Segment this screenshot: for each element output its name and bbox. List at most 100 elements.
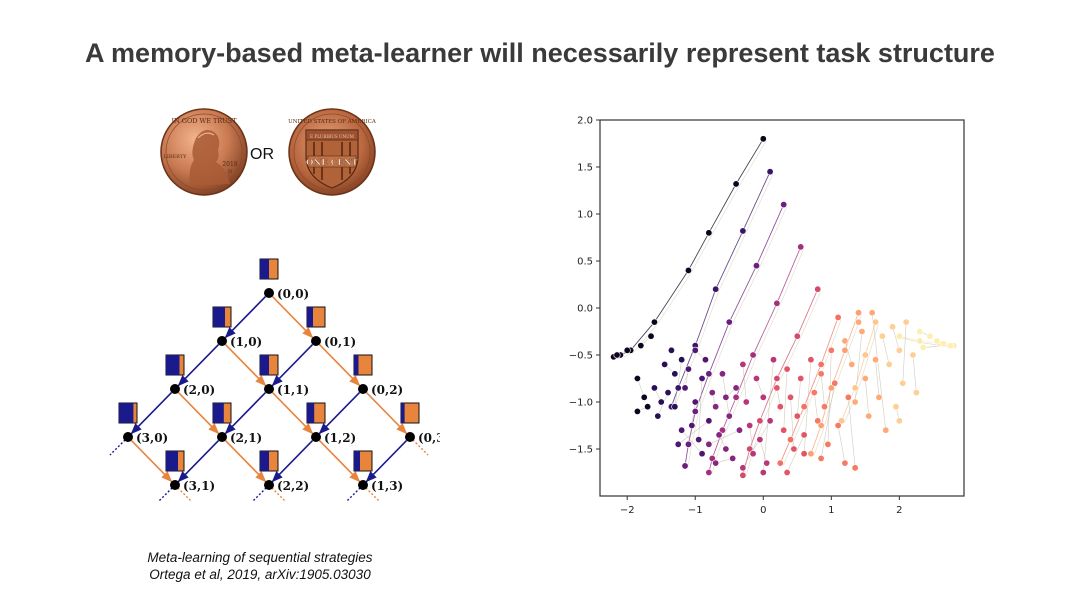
trajectory-shadow-line <box>844 324 879 423</box>
data-point <box>895 346 903 354</box>
penny-front-left-text: LIBERTY <box>164 154 188 160</box>
node-label: (2,1) <box>230 431 262 445</box>
belief-box-heads-share <box>213 307 225 327</box>
link-line <box>759 439 767 464</box>
data-point <box>657 398 665 406</box>
data-point <box>667 346 675 354</box>
data-point <box>746 445 754 453</box>
y-tick-label: 0.5 <box>577 257 593 268</box>
tails-edge <box>365 392 408 435</box>
heads-edge <box>271 344 314 387</box>
data-point <box>739 360 747 368</box>
data-point <box>814 285 822 293</box>
data-point <box>766 168 774 176</box>
data-point <box>817 454 825 462</box>
node-label: (1,3) <box>371 479 403 493</box>
data-point <box>725 318 733 326</box>
trajectory-shadow-line <box>674 173 774 409</box>
link-line <box>875 359 880 398</box>
data-point <box>746 421 754 429</box>
data-point <box>739 471 747 479</box>
heads-edge <box>318 392 361 435</box>
data-point <box>650 384 658 392</box>
link-line <box>674 359 682 407</box>
data-point <box>732 384 740 392</box>
data-point <box>834 313 842 321</box>
y-tick-label: −0.5 <box>569 351 593 362</box>
data-point <box>715 431 723 439</box>
caption-citation: Ortega et al, 2019, arXiv:1905.03030 <box>149 567 371 582</box>
data-point <box>766 417 774 425</box>
data-point <box>834 421 842 429</box>
data-point <box>814 417 822 425</box>
data-point <box>732 393 740 401</box>
data-point <box>698 374 706 382</box>
data-point <box>827 346 835 354</box>
belief-box-heads-share <box>354 451 360 471</box>
data-point <box>776 403 784 411</box>
data-point <box>661 360 669 368</box>
lattice-node <box>264 480 274 490</box>
data-point <box>831 379 839 387</box>
data-point <box>769 356 777 364</box>
data-point <box>878 332 886 340</box>
data-point <box>773 384 781 392</box>
data-point <box>749 450 757 458</box>
data-point <box>895 417 903 425</box>
data-point <box>739 464 747 472</box>
data-point <box>841 459 849 467</box>
node-label: (1,0) <box>230 335 262 349</box>
data-point <box>817 421 825 429</box>
data-point <box>848 360 856 368</box>
link-line <box>797 378 802 417</box>
data-point <box>909 351 917 359</box>
link-line <box>814 392 819 421</box>
slide-title: A memory-based meta-learner will necessa… <box>85 38 995 68</box>
data-point <box>637 342 645 350</box>
x-tick-label: 1 <box>828 505 834 516</box>
x-tick-label: −1 <box>688 505 703 516</box>
lattice-node <box>264 384 274 394</box>
y-tick-label: 1.5 <box>577 163 593 174</box>
data-point <box>919 343 927 351</box>
plot-frame <box>599 119 965 497</box>
data-point <box>851 464 859 472</box>
data-point <box>838 417 846 425</box>
data-point <box>749 351 757 359</box>
penny-front-mint: D <box>228 169 232 175</box>
data-point <box>691 407 699 415</box>
lattice-node <box>311 432 321 442</box>
lattice-node <box>358 480 368 490</box>
data-point <box>902 318 910 326</box>
belief-box-heads-share <box>307 403 315 423</box>
trajectory-shadow-line <box>687 206 787 468</box>
data-point <box>787 436 795 444</box>
heads-edge <box>130 392 173 435</box>
data-point <box>684 266 692 274</box>
penny-front-coin: IN GOD WE TRUST LIBERTY 2018 D <box>160 108 248 196</box>
data-point <box>705 229 713 237</box>
x-tick-label: 2 <box>896 505 902 516</box>
trajectory-line <box>742 289 819 476</box>
data-point <box>800 431 808 439</box>
data-point <box>872 356 880 364</box>
lattice-node <box>217 432 227 442</box>
data-point <box>623 346 631 354</box>
data-point <box>759 135 767 143</box>
link-line <box>698 378 703 440</box>
link-line <box>848 397 856 468</box>
lattice-node <box>170 480 180 490</box>
link-line <box>871 312 887 431</box>
data-point <box>678 356 686 364</box>
data-point <box>912 389 920 397</box>
data-point <box>695 436 703 444</box>
coins-figure: IN GOD WE TRUST LIBERTY 2018 D UNITED ST… <box>160 108 377 196</box>
data-point <box>855 318 863 326</box>
y-tick-label: 2.0 <box>577 116 593 127</box>
tails-edge <box>318 440 361 483</box>
data-point <box>654 412 662 420</box>
belief-box-heads-share <box>260 259 269 279</box>
data-point <box>817 370 825 378</box>
data-point <box>797 243 805 251</box>
penny-back-denomination: ONE CENT <box>306 158 359 168</box>
